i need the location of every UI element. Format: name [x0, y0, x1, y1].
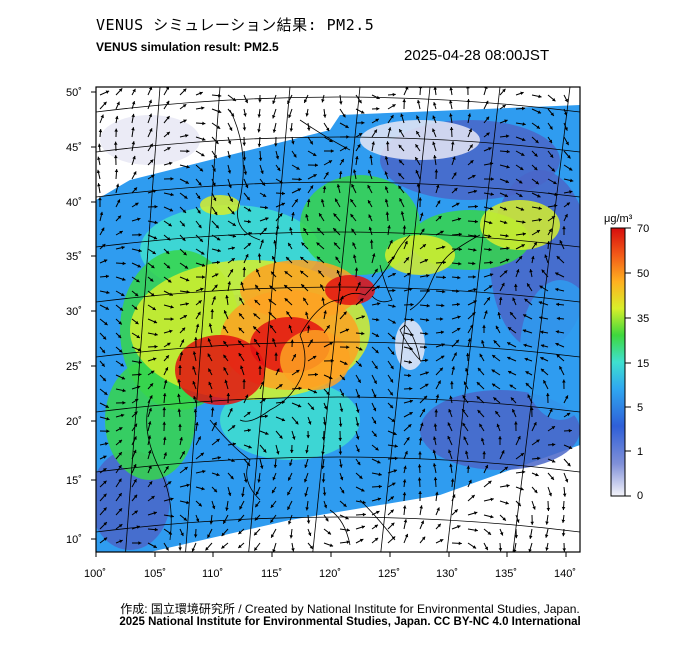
colorbar: μg/m³ 70 50 35 15 5 1 0	[604, 213, 649, 502]
pm25-concentration-field	[96, 105, 580, 552]
colorbar-label-35: 35	[637, 313, 649, 325]
lon-label-130: 130˚	[436, 568, 458, 580]
lat-label-45: 45˚	[66, 142, 82, 154]
lon-label-125: 125˚	[378, 568, 400, 580]
longitude-labels: 100˚ 105˚ 110˚ 115˚ 120˚ 125˚ 130˚ 135˚ …	[84, 568, 576, 580]
title-japanese: VENUS シミュレーション結果: PM2.5	[96, 16, 375, 34]
lon-label-110: 110˚	[202, 568, 223, 580]
lon-label-100: 100˚	[84, 568, 106, 580]
latitude-labels: 50˚ 45˚ 40˚ 35˚ 30˚ 25˚ 20˚ 15˚ 10˚	[66, 87, 82, 546]
colorbar-label-15: 15	[637, 358, 649, 370]
colorbar-scale	[610, 227, 626, 497]
colorbar-label-0: 0	[637, 490, 643, 502]
map-plot-area	[96, 87, 580, 552]
forecast-timestamp: 2025-04-28 08:00JST	[404, 47, 550, 64]
lon-label-115: 115˚	[261, 568, 282, 580]
lat-label-25: 25˚	[66, 361, 82, 373]
lat-label-35: 35˚	[66, 251, 82, 263]
lat-lon-grid	[96, 87, 580, 552]
lat-label-10: 10˚	[66, 534, 82, 546]
lat-label-50: 50˚	[66, 87, 82, 99]
colorbar-label-50: 50	[637, 268, 649, 280]
lat-label-15: 15˚	[66, 475, 82, 487]
lon-label-135: 135˚	[495, 568, 517, 580]
colorbar-label-1: 1	[637, 446, 643, 458]
colorbar-unit: μg/m³	[604, 213, 633, 225]
colorbar-label-5: 5	[637, 402, 643, 414]
title-english: VENUS simulation result: PM2.5	[96, 40, 279, 54]
pm25-map-figure: μg/m³ 70 50 35 15 5 1 0 50˚ 45˚ 40˚ 35˚ …	[66, 86, 649, 580]
map-frame	[95, 86, 581, 553]
colorbar-label-70: 70	[637, 223, 649, 235]
lon-label-120: 120˚	[319, 568, 341, 580]
wind-vectors	[96, 87, 574, 552]
axis-ticks	[91, 91, 567, 557]
lat-label-30: 30˚	[66, 306, 82, 318]
lon-label-140: 140˚	[554, 568, 576, 580]
lon-label-105: 105˚	[144, 568, 166, 580]
credit-line-1: 作成: 国立環境研究所 / Created by National Instit…	[120, 602, 580, 616]
credit-line-2: 2025 National Institute for Environmenta…	[119, 616, 581, 628]
lat-label-40: 40˚	[66, 197, 82, 209]
lat-label-20: 20˚	[66, 416, 82, 428]
